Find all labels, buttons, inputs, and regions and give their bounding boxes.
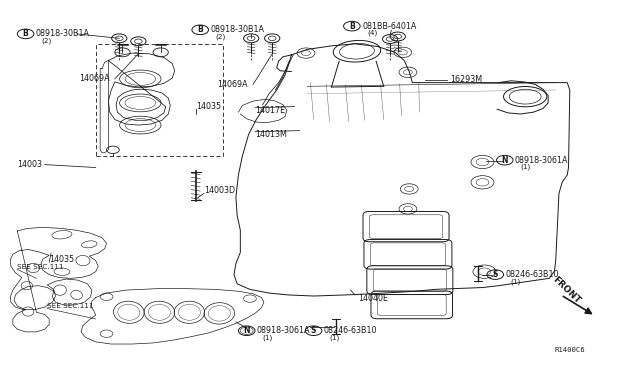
Text: SEE SEC.111: SEE SEC.111 [17, 264, 64, 270]
Text: 14003D: 14003D [204, 186, 235, 195]
Text: (2): (2) [216, 33, 226, 40]
Text: S: S [493, 270, 498, 279]
Text: (1): (1) [262, 334, 272, 341]
Text: 08918-30B1A: 08918-30B1A [211, 25, 264, 34]
Text: B: B [197, 25, 203, 34]
Text: 081BB-6401A: 081BB-6401A [362, 22, 417, 31]
Bar [96, 44, 223, 157]
Text: (1): (1) [329, 334, 339, 341]
Text: FRONT: FRONT [550, 275, 582, 305]
Text: 14069A: 14069A [79, 74, 109, 83]
Text: 14017E: 14017E [255, 106, 285, 115]
Text: S: S [311, 326, 316, 335]
Text: B: B [23, 29, 28, 38]
Text: SEE SEC.111: SEE SEC.111 [47, 303, 94, 309]
Text: (1): (1) [520, 164, 531, 170]
Text: 08918-3061A: 08918-3061A [515, 155, 568, 165]
Text: N: N [243, 326, 250, 335]
Text: (2): (2) [41, 38, 51, 44]
Text: 08918-30B1A: 08918-30B1A [36, 29, 90, 38]
Text: R1400C6: R1400C6 [554, 347, 585, 353]
Text: 16293M: 16293M [451, 75, 483, 84]
Text: 14013M: 14013M [255, 130, 287, 139]
Text: N: N [502, 155, 508, 165]
Text: 14003: 14003 [17, 160, 42, 169]
Text: 14040E: 14040E [358, 294, 388, 303]
Text: (1): (1) [511, 278, 521, 285]
Text: B: B [349, 22, 355, 31]
Text: (4): (4) [367, 30, 378, 36]
Text: 14035: 14035 [196, 102, 221, 111]
Text: 08246-63B10: 08246-63B10 [506, 270, 559, 279]
Text: 14035: 14035 [49, 254, 74, 264]
Text: 14069A: 14069A [217, 80, 248, 89]
Text: 08246-63B10: 08246-63B10 [324, 326, 378, 335]
Text: 08918-3061A: 08918-3061A [257, 326, 310, 335]
